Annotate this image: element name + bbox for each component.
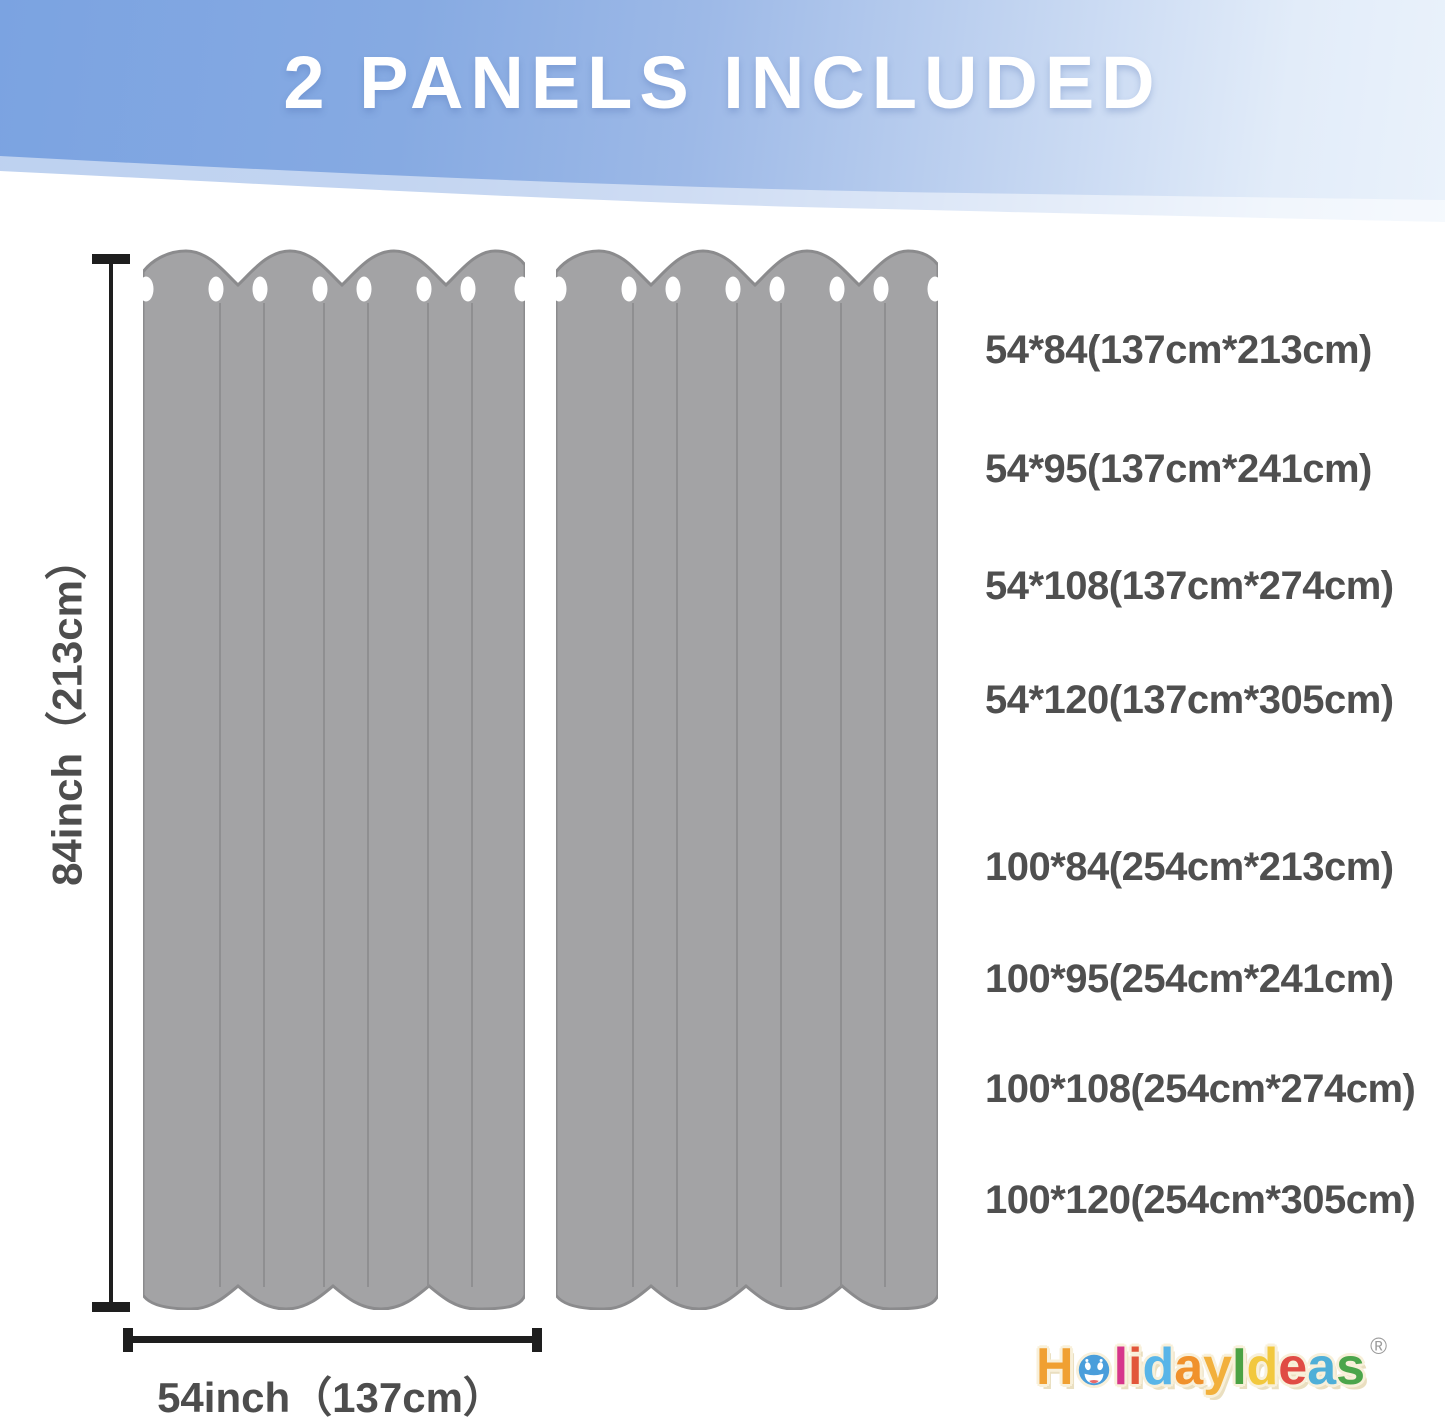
size-option: 54*84(137cm*213cm) xyxy=(985,328,1372,372)
curtain-panel-left xyxy=(143,245,525,1310)
size-option: 54*108(137cm*274cm) xyxy=(985,564,1394,608)
logo-letter: e xyxy=(1278,1338,1308,1396)
brand-logo: H lidayIdeas ® xyxy=(1036,1333,1387,1405)
logo-letter: a xyxy=(1307,1338,1337,1396)
logo-letter: d xyxy=(1142,1338,1175,1396)
size-option: 100*84(254cm*213cm) xyxy=(985,845,1394,889)
logo-letter: l xyxy=(1113,1338,1129,1396)
curtain-panel-right xyxy=(556,245,938,1310)
size-option: 100*95(254cm*241cm) xyxy=(985,957,1394,1001)
logo-letter: I xyxy=(1232,1338,1247,1396)
wave-decoration xyxy=(0,156,1445,258)
page-title: 2 PANELS INCLUDED xyxy=(283,41,1162,124)
width-dimension-label: 54inch（137cm） xyxy=(157,1374,505,1421)
logo-letter: H xyxy=(1036,1338,1074,1396)
height-dimension-line xyxy=(109,258,113,1306)
size-option: 100*108(254cm*274cm) xyxy=(985,1067,1416,1111)
width-dimension-cap-right xyxy=(532,1328,542,1352)
header-banner: 2 PANELS INCLUDED xyxy=(0,0,1445,258)
logo-letter: s xyxy=(1336,1338,1366,1396)
logo-letter: i xyxy=(1128,1338,1143,1396)
size-option: 54*120(137cm*305cm) xyxy=(985,678,1394,722)
height-dimension-cap-bottom xyxy=(92,1302,130,1312)
width-dimension-line xyxy=(127,1336,538,1343)
height-dimension-cap-top xyxy=(92,254,130,264)
size-option: 100*120(254cm*305cm) xyxy=(985,1178,1416,1222)
height-dimension-label: 84inch（213cm） xyxy=(43,538,91,886)
registered-mark: ® xyxy=(1370,1333,1388,1359)
smiley-face-icon xyxy=(1075,1351,1112,1389)
size-option: 54*95(137cm*241cm) xyxy=(985,447,1372,491)
logo-letter: a xyxy=(1174,1338,1204,1396)
logo-letter: d xyxy=(1246,1338,1279,1396)
width-dimension-cap-left xyxy=(123,1328,133,1352)
logo-letter: y xyxy=(1203,1338,1233,1396)
